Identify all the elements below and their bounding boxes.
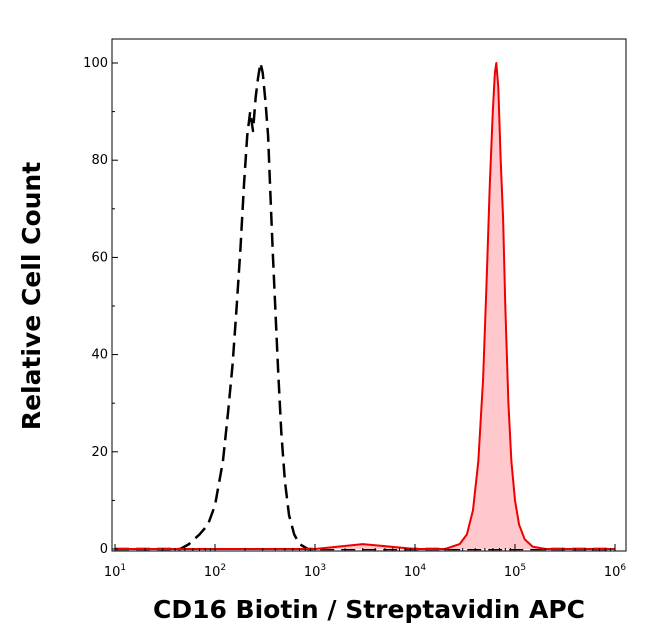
x-axis: 101 102 103 104 105 106 (104, 544, 627, 580)
y-axis-title: Relative Cell Count (17, 162, 46, 430)
x-tick-base: 10 (104, 565, 121, 580)
x-tick-base: 10 (304, 565, 321, 580)
x-tick-label: 102 (204, 563, 226, 580)
series-1-line (115, 62, 615, 550)
x-axis-title: CD16 Biotin / Streptavidin APC (153, 595, 585, 624)
series-layer (115, 61, 615, 551)
x-tick-label: 106 (604, 563, 627, 580)
x-tick-base: 10 (204, 565, 221, 580)
x-tick-exponent: 4 (420, 563, 426, 573)
y-tick-label: 60 (91, 250, 108, 265)
x-tick-exponent: 1 (120, 563, 126, 573)
x-tick-exponent: 2 (220, 563, 226, 573)
x-tick-exponent: 3 (320, 563, 326, 573)
x-tick-base: 10 (404, 565, 421, 580)
y-axis: 0 20 40 60 80 100 (83, 56, 118, 557)
series-0-line (115, 61, 615, 551)
y-tick-label: 100 (83, 56, 108, 71)
series-1-fill (115, 63, 615, 549)
x-tick-label: 101 (104, 563, 126, 580)
x-tick-base: 10 (504, 565, 521, 580)
x-tick-exponent: 5 (520, 563, 526, 573)
y-tick-label: 20 (91, 445, 108, 460)
x-tick-label: 104 (404, 563, 427, 580)
x-tick-label: 103 (304, 563, 326, 580)
plot-frame (111, 38, 627, 552)
y-tick-label: 0 (100, 542, 108, 557)
x-tick-base: 10 (604, 565, 621, 580)
y-tick-label: 80 (91, 153, 108, 168)
y-tick-label: 40 (91, 348, 108, 363)
x-tick-exponent: 6 (620, 563, 626, 573)
x-tick-label: 105 (504, 563, 526, 580)
